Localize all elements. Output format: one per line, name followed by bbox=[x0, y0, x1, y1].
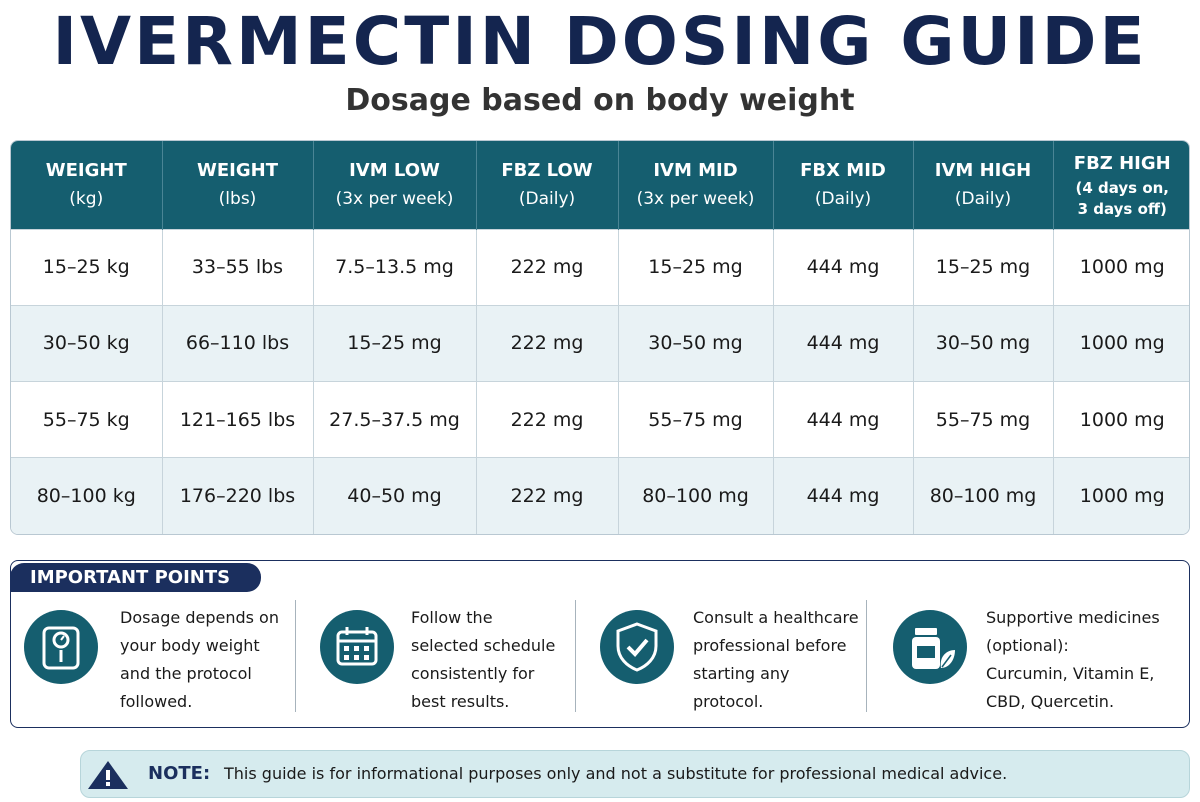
column-header: WEIGHT (lbs) bbox=[162, 141, 314, 229]
table-header-row: WEIGHT (kg) WEIGHT (lbs) IVM LOW (3x per we… bbox=[11, 141, 1189, 229]
important-point-item: Dosage depends on your body weight and t… bbox=[24, 598, 294, 716]
table-cell: 444 mg bbox=[773, 380, 914, 458]
note-text: This guide is for informational purposes… bbox=[224, 764, 1008, 783]
point-text-line: CBD, Quercetin. bbox=[986, 692, 1115, 711]
point-text-line: and the protocol bbox=[120, 664, 252, 683]
table-cell: 80–100 kg bbox=[11, 457, 163, 534]
point-text-line: Follow the bbox=[411, 608, 493, 627]
table-cell: 80–100 mg bbox=[913, 457, 1054, 534]
table-cell: 55–75 mg bbox=[618, 380, 774, 458]
table-cell: 30–50 mg bbox=[618, 304, 774, 382]
table-row: 55–75 kg 121–165 lbs 27.5–37.5 mg 222 mg… bbox=[11, 380, 1189, 458]
table-cell: 1000 mg bbox=[1053, 457, 1189, 534]
table-cell: 15–25 mg bbox=[618, 228, 774, 306]
table-cell: 7.5–13.5 mg bbox=[313, 228, 477, 306]
table-row: 30–50 kg 66–110 lbs 15–25 mg 222 mg 30–5… bbox=[11, 304, 1189, 382]
table-cell: 80–100 mg bbox=[618, 457, 774, 534]
table-cell: 444 mg bbox=[773, 457, 914, 534]
table-cell: 222 mg bbox=[476, 304, 619, 382]
divider bbox=[866, 600, 867, 712]
column-header: FBZ HIGH (4 days on, 3 days off) bbox=[1073, 153, 1171, 219]
page-subtitle: Dosage based on body weight bbox=[345, 83, 855, 118]
table-cell: 222 mg bbox=[476, 228, 619, 306]
table-cell: 15–25 kg bbox=[11, 228, 163, 306]
point-text-line: (optional): bbox=[986, 636, 1069, 655]
point-text-line: professional before bbox=[693, 636, 847, 655]
note-banner bbox=[80, 750, 1190, 798]
medicine-bottle-icon bbox=[893, 610, 967, 684]
column-header: IVM MID (3x per week) bbox=[618, 141, 774, 229]
table-cell: 15–25 mg bbox=[913, 228, 1054, 306]
page-title: IVERMECTIN DOSING GUIDE bbox=[52, 3, 1148, 80]
point-text-line: starting any bbox=[693, 664, 790, 683]
point-text-line: protocol. bbox=[693, 692, 764, 711]
table-cell: 121–165 lbs bbox=[162, 380, 314, 458]
column-header: FBZ LOW (Daily) bbox=[476, 141, 619, 229]
table-cell: 1000 mg bbox=[1053, 304, 1189, 382]
table-cell: 55–75 kg bbox=[11, 380, 163, 458]
table-cell: 176–220 lbs bbox=[162, 457, 314, 534]
table-cell: 1000 mg bbox=[1053, 380, 1189, 458]
important-point-item: Consult a healthcare professional before… bbox=[600, 598, 865, 716]
point-text-line: followed. bbox=[120, 692, 193, 711]
warning-icon bbox=[86, 759, 130, 795]
important-point-item: Follow the selected schedule consistentl… bbox=[320, 598, 575, 716]
table-cell: 55–75 mg bbox=[913, 380, 1054, 458]
calendar-icon bbox=[320, 610, 394, 684]
point-text-line: Curcumin, Vitamin E, bbox=[986, 664, 1155, 683]
column-header: WEIGHT (kg) bbox=[11, 141, 163, 229]
important-points-label: IMPORTANT POINTS bbox=[10, 563, 261, 592]
table-cell: 33–55 lbs bbox=[162, 228, 314, 306]
table-cell: 222 mg bbox=[476, 457, 619, 534]
column-header: IVM HIGH (Daily) bbox=[913, 141, 1054, 229]
column-header: IVM LOW (3x per week) bbox=[313, 141, 477, 229]
point-text-line: best results. bbox=[411, 692, 510, 711]
table-row: 80–100 kg 176–220 lbs 40–50 mg 222 mg 80… bbox=[11, 457, 1189, 534]
table-cell: 30–50 kg bbox=[11, 304, 163, 382]
table-row: 15–25 kg 33–55 lbs 7.5–13.5 mg 222 mg 15… bbox=[11, 228, 1189, 306]
table-cell: 444 mg bbox=[773, 304, 914, 382]
point-text-line: Consult a healthcare bbox=[693, 608, 859, 627]
table-cell: 30–50 mg bbox=[913, 304, 1054, 382]
point-text-line: your body weight bbox=[120, 636, 260, 655]
note-label: NOTE: bbox=[148, 763, 211, 784]
table-cell: 27.5–37.5 mg bbox=[313, 380, 477, 458]
important-point-item: Supportive medicines (optional): Curcumi… bbox=[893, 598, 1183, 716]
divider bbox=[575, 600, 576, 712]
column-header: FBX MID (Daily) bbox=[773, 141, 914, 229]
table-cell: 66–110 lbs bbox=[162, 304, 314, 382]
divider bbox=[295, 600, 296, 712]
table-cell: 444 mg bbox=[773, 228, 914, 306]
table-cell: 40–50 mg bbox=[313, 457, 477, 534]
point-text-line: Dosage depends on bbox=[120, 608, 279, 627]
dosing-table: WEIGHT (kg) WEIGHT (lbs) IVM LOW (3x per we… bbox=[10, 140, 1190, 535]
table-cell: 15–25 mg bbox=[313, 304, 477, 382]
table-cell: 1000 mg bbox=[1053, 228, 1189, 306]
scale-icon bbox=[24, 610, 98, 684]
point-text-line: consistently for bbox=[411, 664, 535, 683]
shield-check-icon bbox=[600, 610, 674, 684]
point-text-line: Supportive medicines bbox=[986, 608, 1160, 627]
point-text-line: selected schedule bbox=[411, 636, 556, 655]
table-cell: 222 mg bbox=[476, 380, 619, 458]
